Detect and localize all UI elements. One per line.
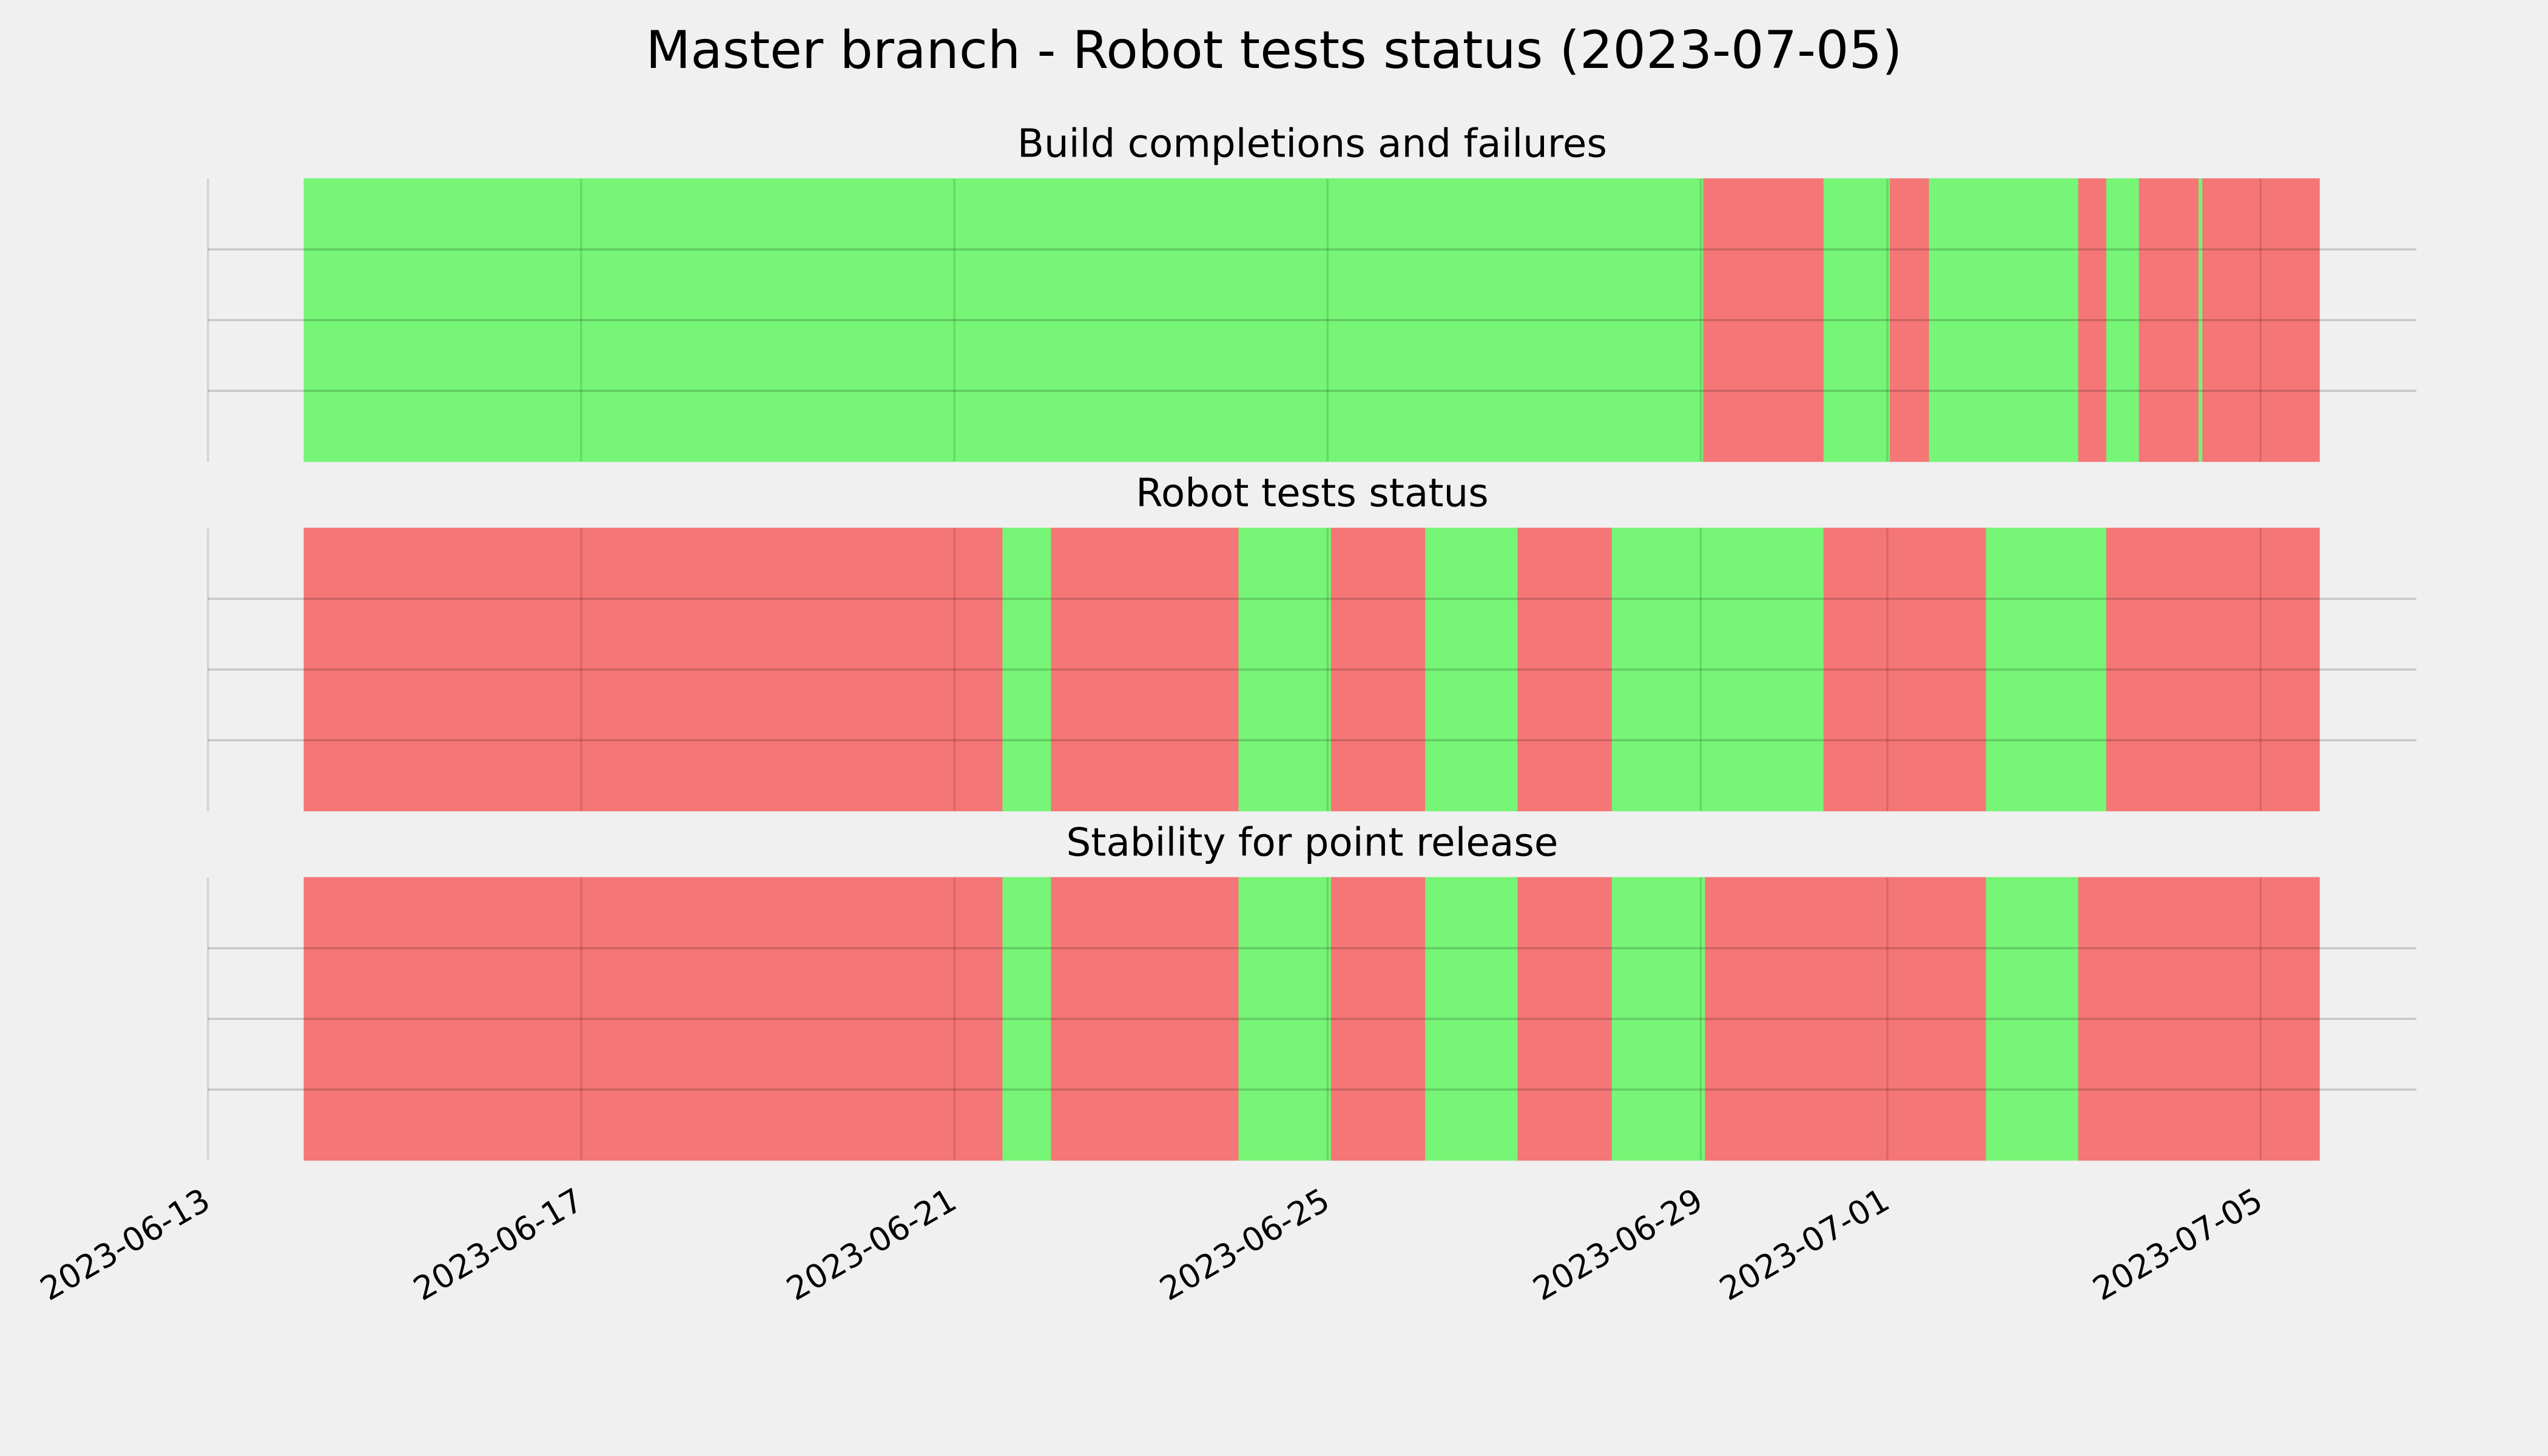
status-span — [1051, 877, 1239, 1161]
status-span — [2078, 178, 2108, 462]
status-span — [2202, 178, 2320, 462]
status-span — [1002, 527, 1052, 812]
status-span — [2138, 178, 2200, 462]
panel-title: Robot tests status — [1136, 471, 1489, 516]
status-span — [2106, 527, 2320, 812]
status-span — [303, 527, 1003, 812]
panel-title: Stability for point release — [1067, 820, 1559, 865]
status-span — [303, 178, 1704, 462]
status-span — [1703, 178, 1825, 462]
status-span — [1330, 877, 1426, 1161]
status-span — [303, 877, 1003, 1161]
status-span — [1986, 877, 2079, 1161]
status-span — [2106, 178, 2140, 462]
status-span — [1889, 178, 1930, 462]
status-span — [1517, 527, 1613, 812]
status-span — [1929, 178, 2079, 462]
status-span — [1611, 877, 1706, 1161]
status-span — [1823, 527, 1987, 812]
status-span — [1425, 877, 1518, 1161]
status-span — [1611, 527, 1825, 812]
status-span — [1705, 877, 1987, 1161]
status-span — [1823, 178, 1891, 462]
status-span — [1238, 877, 1332, 1161]
status-span — [2078, 877, 2320, 1161]
status-span — [1986, 527, 2108, 812]
status-span — [1425, 527, 1518, 812]
chart-title: Master branch - Robot tests status (2023… — [645, 20, 1902, 81]
status-span — [1051, 527, 1239, 812]
panel-title: Build completions and failures — [1017, 121, 1607, 167]
